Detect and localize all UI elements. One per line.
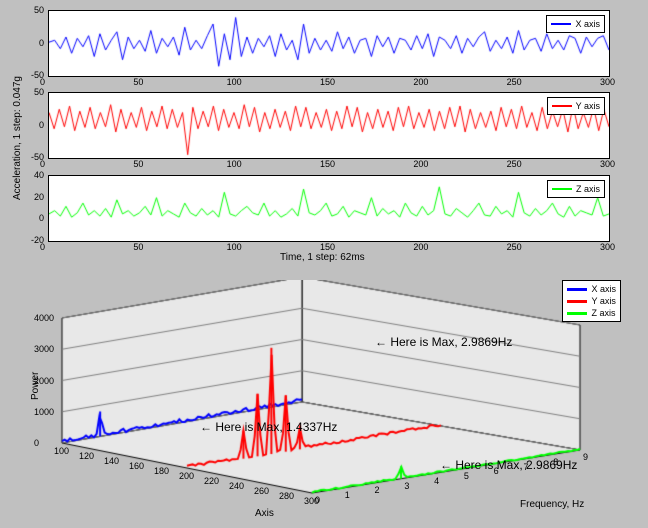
- xtick: 0: [40, 77, 45, 87]
- xtick-3d: 120: [79, 451, 94, 461]
- ytick: 0: [39, 213, 44, 223]
- xtick: 150: [320, 242, 335, 252]
- ylabel-accel: Acceleration, 1 step: 0.047g: [12, 76, 23, 200]
- canvas-z: [49, 176, 609, 241]
- ztick: 3000: [34, 344, 54, 354]
- xtick: 300: [600, 159, 615, 169]
- xtick: 50: [133, 159, 143, 169]
- subplot-y-axis: Y axis: [48, 92, 610, 159]
- ztick: 2000: [34, 376, 54, 386]
- swatch-3d-z: [567, 312, 587, 315]
- xtick: 300: [600, 77, 615, 87]
- xtick: 150: [320, 159, 335, 169]
- xtick: 250: [507, 77, 522, 87]
- xtick: 250: [507, 159, 522, 169]
- ytick-3d: 5: [464, 471, 469, 481]
- xtick-3d: 240: [229, 481, 244, 491]
- ytick: 40: [34, 170, 44, 180]
- ytick-3d: 1: [345, 490, 350, 500]
- xtick: 50: [133, 242, 143, 252]
- xtick: 200: [413, 159, 428, 169]
- legend-z: Z axis: [547, 180, 605, 198]
- xtick: 150: [320, 77, 335, 87]
- xtick-3d: 220: [204, 476, 219, 486]
- legend-y: Y axis: [547, 97, 605, 115]
- legend-3d: X axis Y axis Z axis: [562, 280, 621, 322]
- xtick-3d: 100: [54, 446, 69, 456]
- xtick: 0: [40, 242, 45, 252]
- canvas-x: [49, 11, 609, 76]
- legend-x: X axis: [546, 15, 605, 33]
- xtick: 200: [413, 77, 428, 87]
- legend-3d-y-label: Y axis: [591, 295, 615, 307]
- xtick-3d: 180: [154, 466, 169, 476]
- xtick: 0: [40, 159, 45, 169]
- annotation: ← Here is Max, 1.4337Hz: [200, 420, 337, 434]
- xtick-3d: 160: [129, 461, 144, 471]
- legend-z-label: Z axis: [576, 183, 600, 195]
- xlabel-time: Time, 1 step: 62ms: [280, 252, 365, 263]
- xtick: 50: [133, 77, 143, 87]
- ylabel-3d: Frequency, Hz: [520, 499, 584, 510]
- annotation: ← Here is Max, 2.9869Hz: [440, 458, 577, 472]
- xtick: 300: [600, 242, 615, 252]
- ytick: 0: [39, 120, 44, 130]
- subplot-z-axis: Z axis: [48, 175, 610, 242]
- swatch-x: [551, 23, 571, 25]
- ztick: 0: [34, 438, 39, 448]
- ytick: 20: [34, 192, 44, 202]
- ytick: 0: [39, 38, 44, 48]
- legend-x-label: X axis: [575, 18, 600, 30]
- ztick: 4000: [34, 313, 54, 323]
- canvas-3d: [40, 280, 625, 515]
- ytick-3d: 3: [404, 481, 409, 491]
- xtick: 250: [507, 242, 522, 252]
- xlabel-3d: Axis: [255, 508, 274, 519]
- ytick-3d: 0: [315, 495, 320, 505]
- ytick-3d: 2: [375, 485, 380, 495]
- ztick: 1000: [34, 407, 54, 417]
- annotation: ← Here is Max, 2.9869Hz: [375, 335, 512, 349]
- xtick: 100: [227, 159, 242, 169]
- ytick-3d: 9: [583, 452, 588, 462]
- legend-3d-z-label: Z axis: [591, 307, 615, 319]
- plot3d: X axis Y axis Z axis Power Axis Frequenc…: [40, 280, 625, 515]
- xtick: 100: [227, 242, 242, 252]
- swatch-3d-x: [567, 288, 587, 291]
- xtick: 200: [413, 242, 428, 252]
- figure: Acceleration, 1 step: 0.047g X axis Y ax…: [0, 0, 648, 528]
- swatch-z: [552, 188, 572, 190]
- legend-y-label: Y axis: [576, 100, 600, 112]
- xtick-3d: 140: [104, 456, 119, 466]
- xtick: 100: [227, 77, 242, 87]
- swatch-3d-y: [567, 300, 587, 303]
- ytick: 50: [34, 5, 44, 15]
- xtick-3d: 260: [254, 486, 269, 496]
- legend-3d-x-label: X axis: [591, 283, 616, 295]
- subplot-x-axis: X axis: [48, 10, 610, 77]
- ytick: 50: [34, 87, 44, 97]
- canvas-y: [49, 93, 609, 158]
- xtick-3d: 280: [279, 491, 294, 501]
- xtick-3d: 200: [179, 471, 194, 481]
- swatch-y: [552, 105, 572, 107]
- ytick-3d: 4: [434, 476, 439, 486]
